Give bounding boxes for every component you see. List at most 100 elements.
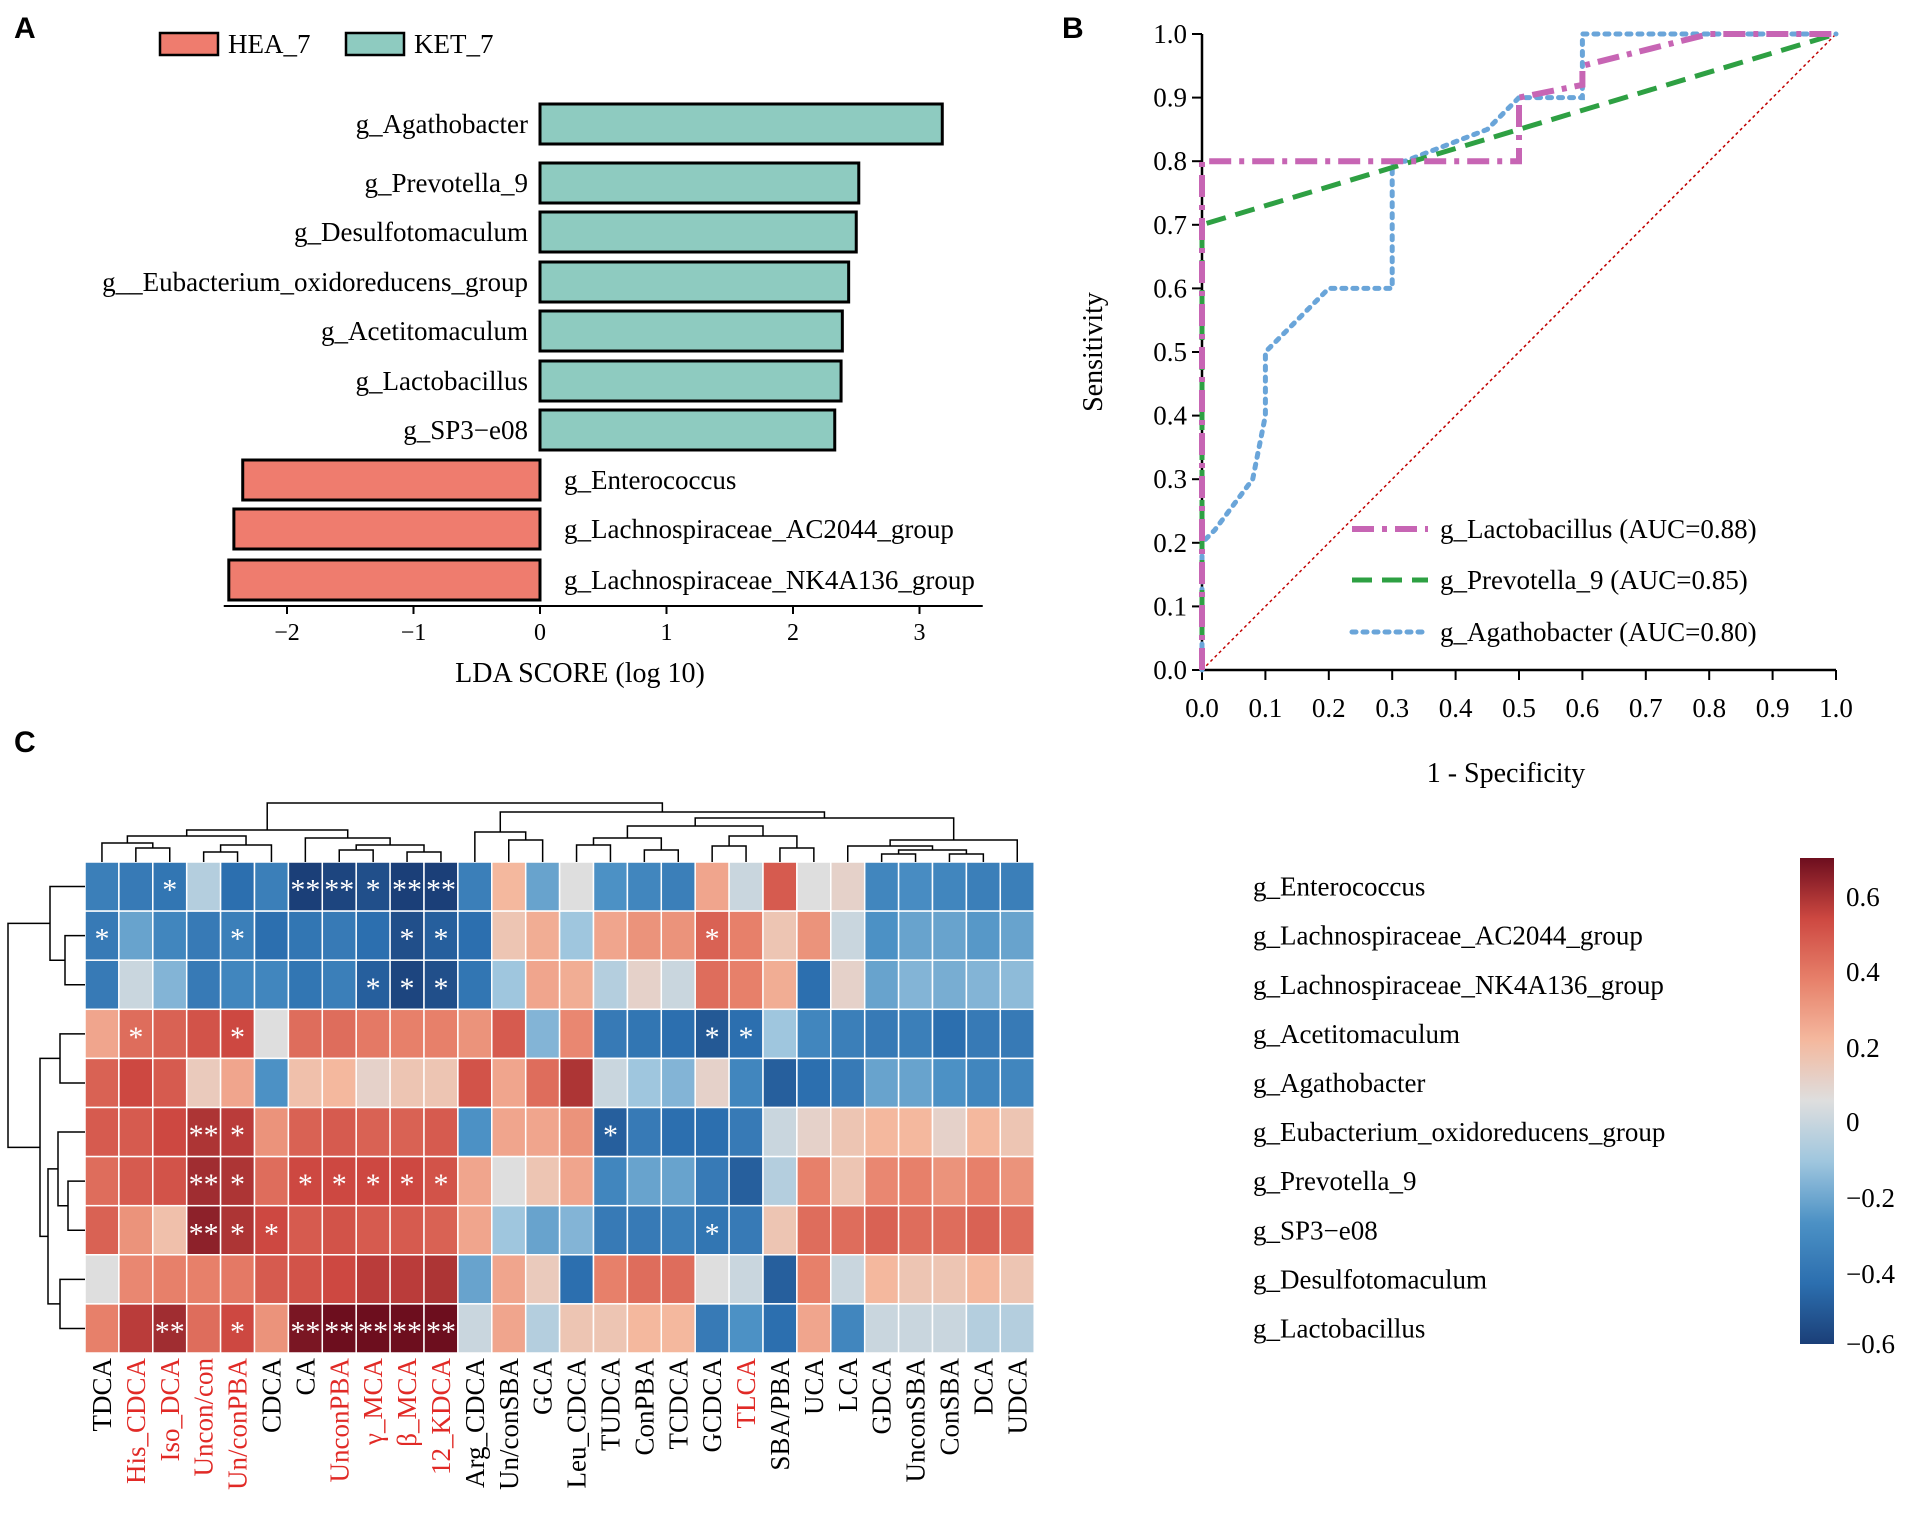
lda-bar-label: g_Acetitomaculum <box>321 316 528 346</box>
heatmap-significance-star: ** <box>324 1315 354 1348</box>
heatmap-cell <box>185 1057 222 1109</box>
heatmap-cell <box>253 959 290 1011</box>
heatmap-col-label: TLCA <box>731 1358 761 1429</box>
heatmap-cell <box>762 910 798 961</box>
heatmap-cell <box>287 910 324 961</box>
heatmap-cell <box>626 1204 663 1256</box>
heatmap-cell <box>491 959 527 1011</box>
heatmap-cell <box>626 959 663 1011</box>
heatmap-row-label: g_Lachnospiraceae_NK4A136_group <box>1253 970 1664 1000</box>
heatmap-cell <box>457 1008 493 1060</box>
lda-bar-label: g__Eubacterium_oxidoreducens_group <box>102 267 528 297</box>
heatmap-significance-star: * <box>400 923 415 956</box>
heatmap-cell <box>253 1303 290 1354</box>
roc-y-tick-label: 0.0 <box>1153 655 1187 685</box>
heatmap-cell <box>897 1155 934 1207</box>
panel-a-letter: A <box>14 12 36 45</box>
heatmap-cell <box>321 910 357 961</box>
lda-bar <box>227 558 542 602</box>
heatmap-significance-star: * <box>705 1021 720 1054</box>
heatmap-col-label: TDCA <box>87 1358 117 1432</box>
heatmap-cell <box>558 1204 595 1256</box>
heatmap-significance-star: * <box>366 874 381 907</box>
heatmap-cell <box>219 910 256 961</box>
heatmap-col-label: γ_MCA <box>358 1358 388 1446</box>
heatmap-cell <box>660 1155 696 1207</box>
heatmap-cell <box>965 1155 1002 1207</box>
heatmap-cell <box>592 1204 629 1256</box>
heatmap-cell <box>796 910 832 961</box>
heatmap-cell <box>423 1057 459 1109</box>
lda-bar <box>538 408 837 452</box>
heatmap-cell <box>185 1008 222 1060</box>
heatmap-significance-star: * <box>400 1168 415 1201</box>
heatmap-cell <box>558 1057 595 1109</box>
heatmap-row-dendrogram <box>7 885 85 1330</box>
heatmap-cell <box>355 1106 391 1158</box>
heatmap-cell <box>457 1204 493 1256</box>
heatmap-cell <box>84 1057 120 1109</box>
heatmap-cell <box>84 1155 120 1207</box>
heatmap-cell <box>660 1254 696 1305</box>
lda-bar-label: g_Prevotella_9 <box>365 168 528 198</box>
roc-x-tick-label: 0.8 <box>1692 693 1726 723</box>
heatmap-cell <box>897 910 934 961</box>
roc-y-tick-label: 0.9 <box>1153 83 1187 113</box>
heatmap-cell <box>84 1204 120 1256</box>
heatmap-cell <box>830 1303 866 1354</box>
heatmap-cell <box>660 1303 696 1354</box>
heatmap-cell <box>524 1254 561 1305</box>
roc-y-tick-label: 0.8 <box>1153 146 1187 176</box>
heatmap-cell <box>491 910 527 961</box>
heatmap-cell <box>999 861 1035 912</box>
heatmap-cell <box>558 959 595 1011</box>
heatmap-cell <box>796 1155 832 1207</box>
heatmap-cell <box>965 861 1002 912</box>
heatmap-cell <box>830 861 866 912</box>
heatmap-cell <box>999 1057 1035 1109</box>
heatmap-cell <box>491 1303 527 1354</box>
heatmap-cell <box>660 1057 696 1109</box>
heatmap-cell <box>931 1057 968 1109</box>
heatmap-cell <box>152 1057 188 1109</box>
lda-x-tick-label: 3 <box>914 620 926 646</box>
heatmap-cell <box>84 861 120 912</box>
heatmap-cell <box>558 1106 595 1158</box>
heatmap-cell <box>457 910 493 961</box>
heatmap-cell <box>626 1303 663 1354</box>
heatmap-cell <box>592 1106 629 1158</box>
heatmap-row-label: g_Prevotella_9 <box>1253 1166 1416 1196</box>
heatmap-cell <box>626 1008 663 1060</box>
lda-bar <box>538 102 944 146</box>
heatmap-cell <box>592 1303 629 1354</box>
heatmap-row-label: g_SP3−e08 <box>1253 1215 1378 1245</box>
heatmap-cell <box>253 1008 290 1060</box>
lda-x-tick-label: 2 <box>787 620 799 646</box>
heatmap-cell <box>863 910 900 961</box>
heatmap-cell <box>524 959 561 1011</box>
heatmap-significance-star: ** <box>324 874 354 907</box>
heatmap-cell <box>355 910 391 961</box>
heatmap-cell <box>558 1155 595 1207</box>
heatmap-cell <box>728 959 764 1011</box>
heatmap-cell <box>524 1204 561 1256</box>
lda-bar-label: g_Lachnospiraceae_AC2044_group <box>564 514 954 544</box>
heatmap-cell <box>558 1254 595 1305</box>
heatmap-cell <box>863 959 900 1011</box>
heatmap-cell <box>524 1008 561 1060</box>
heatmap-cell <box>524 1106 561 1158</box>
heatmap-cell <box>321 1057 357 1109</box>
heatmap-cell <box>796 1303 832 1354</box>
heatmap-cell <box>423 959 459 1011</box>
heatmap-cell <box>694 959 730 1011</box>
heatmap-cell <box>253 861 290 912</box>
heatmap-cell <box>762 1106 798 1158</box>
heatmap-cell <box>796 959 832 1011</box>
roc-x-tick-label: 0.4 <box>1439 693 1473 723</box>
heatmap-col-label: UCA <box>799 1358 829 1416</box>
heatmap-cell <box>491 1155 527 1207</box>
heatmap-cell <box>457 861 493 912</box>
heatmap-row-label: g_Eubacterium_oxidoreducens_group <box>1253 1117 1665 1147</box>
heatmap-cell <box>457 959 493 1011</box>
